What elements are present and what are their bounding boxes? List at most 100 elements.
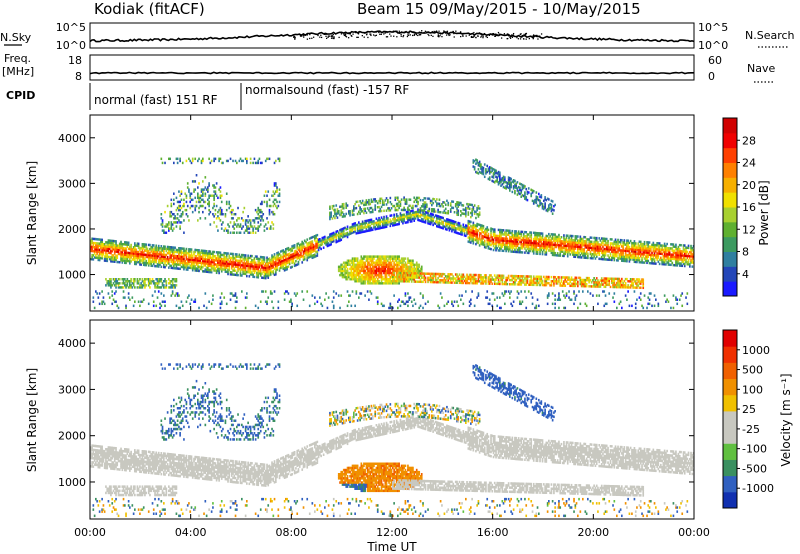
power-cell — [496, 238, 499, 242]
power-cell — [599, 257, 602, 261]
power-cell — [497, 228, 500, 232]
power-cell — [689, 255, 691, 258]
power-cell — [616, 240, 618, 244]
power-cell — [575, 245, 578, 248]
power-cell — [548, 232, 550, 236]
power-cell — [291, 259, 293, 263]
power-cell — [598, 243, 601, 246]
power-cell — [366, 259, 369, 262]
power-cell — [269, 271, 272, 274]
power-cell — [558, 276, 560, 279]
power-cell — [275, 264, 277, 268]
power-cell — [448, 273, 451, 276]
power-cell — [356, 273, 359, 277]
power-cell — [127, 247, 130, 251]
power-cell — [582, 244, 584, 247]
power-cell — [546, 239, 549, 242]
power-cell — [658, 242, 661, 245]
power-cell — [418, 265, 421, 269]
power-cell — [554, 235, 556, 238]
power-cell — [108, 255, 111, 259]
power-cell — [490, 278, 492, 281]
power-cell — [690, 248, 692, 252]
power-cell — [141, 286, 144, 289]
power-cell — [463, 234, 466, 237]
power-cell — [480, 228, 482, 231]
power-cell — [385, 221, 388, 224]
power-cell — [199, 253, 202, 256]
power-cell — [228, 256, 231, 259]
power-cell — [160, 286, 163, 289]
power-cell — [384, 267, 387, 271]
power-cell — [449, 281, 452, 284]
power-cell — [511, 248, 514, 251]
power-cell — [363, 226, 365, 229]
power-cell — [471, 239, 473, 243]
power-cell — [511, 229, 514, 233]
power-cell — [623, 241, 626, 244]
power-cell — [300, 243, 302, 246]
power-cell — [403, 257, 405, 260]
power-cell — [370, 220, 373, 224]
power-cell — [617, 242, 619, 246]
power-cell — [332, 233, 335, 237]
power-cell — [360, 263, 363, 267]
power-cell — [575, 235, 578, 238]
power-cell — [113, 260, 116, 263]
power-cell — [262, 276, 265, 280]
power-cell — [409, 269, 412, 273]
power-cell — [254, 261, 257, 264]
power-cell — [252, 273, 254, 276]
power-cell — [283, 254, 286, 258]
power-cell — [310, 253, 312, 256]
power-cell — [373, 280, 375, 283]
power-cell — [327, 238, 330, 241]
power-cell — [493, 236, 496, 240]
power-cell — [326, 240, 329, 244]
power-cell — [690, 244, 692, 248]
power-cell — [607, 244, 609, 247]
power-cell — [115, 258, 117, 262]
power-cell — [354, 222, 356, 225]
power-cell — [536, 232, 539, 235]
power-cell — [307, 248, 310, 251]
power-cell — [448, 229, 451, 232]
power-cell — [122, 253, 125, 256]
power-cell — [163, 251, 165, 254]
power-cell — [611, 242, 613, 245]
power-cell — [121, 249, 124, 252]
power-cell — [624, 255, 627, 259]
power-cell — [183, 266, 185, 269]
power-cell — [418, 263, 421, 267]
power-cell — [490, 247, 492, 251]
power-cell — [529, 235, 531, 238]
power-cell — [315, 246, 317, 250]
power-cell — [456, 281, 458, 284]
power-cell — [461, 281, 463, 285]
power-cell — [141, 255, 144, 258]
power-cell — [105, 245, 107, 248]
power-cell — [278, 267, 281, 270]
power-cell — [400, 216, 403, 219]
power-cell — [261, 256, 263, 259]
power-cell — [616, 250, 618, 254]
power-cell — [407, 212, 409, 216]
power-cell — [298, 250, 301, 253]
power-cell — [280, 264, 282, 268]
power-cell — [531, 247, 534, 251]
power-cell — [288, 258, 291, 262]
power-cell — [139, 246, 141, 250]
power-cell — [369, 225, 372, 228]
power-cell — [310, 244, 312, 248]
power-cell — [398, 263, 400, 267]
power-cell — [587, 238, 589, 241]
power-cell — [350, 271, 353, 275]
power-cell — [224, 270, 227, 273]
power-cell — [541, 281, 544, 285]
power-cell — [354, 275, 356, 279]
power-cell — [233, 257, 236, 260]
power-cell — [218, 269, 220, 273]
power-cell — [248, 264, 251, 268]
power-cell — [595, 277, 598, 280]
power-cell — [683, 256, 686, 260]
